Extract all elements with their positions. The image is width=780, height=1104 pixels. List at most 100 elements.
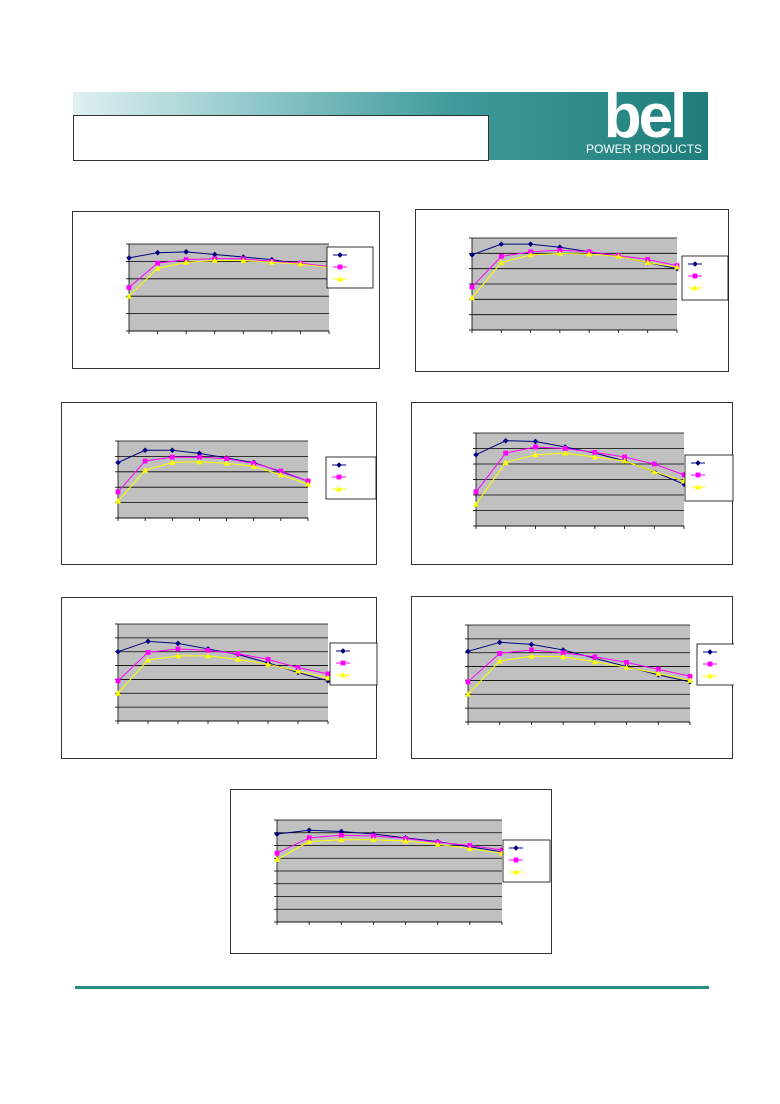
series-2-point: [325, 671, 331, 677]
series-2-point: [592, 654, 598, 660]
legend-marker-2: [336, 474, 342, 480]
legend-marker-3: [340, 672, 346, 678]
series-3-point: [268, 259, 275, 265]
series-3-point: [527, 251, 534, 258]
series-3-point: [498, 259, 505, 265]
series-1-point: [175, 640, 181, 647]
series-3-point: [560, 653, 567, 660]
series-3-point: [615, 253, 622, 259]
chart-svg: [115, 440, 377, 521]
series-2-point: [235, 651, 241, 657]
series-1-point: [502, 437, 509, 444]
series-3-point: [295, 668, 301, 674]
series-3-point: [196, 458, 203, 465]
legend-marker-3: [707, 673, 713, 679]
series-2-point: [205, 647, 211, 653]
series-2-point: [503, 450, 509, 456]
series-3-point: [338, 836, 345, 843]
legend-marker-2: [707, 661, 713, 667]
series-3-point: [145, 657, 151, 663]
chart-5: [61, 597, 378, 759]
legend-marker-3: [695, 484, 701, 490]
series-2-point: [278, 468, 284, 474]
series-1-point: [469, 252, 475, 258]
series-2-point: [175, 646, 181, 652]
series-3-point: [142, 467, 149, 473]
chart-6: [411, 596, 734, 759]
legend-marker-2: [513, 857, 519, 863]
chart-7: [230, 789, 552, 954]
logo-subtitle: POWER PRODUCTS: [585, 142, 702, 156]
series-3-point: [211, 257, 218, 263]
series-2-point: [169, 454, 175, 460]
series-2-point: [622, 454, 627, 460]
series-3-line: [467, 655, 691, 695]
legend-marker-2: [337, 264, 343, 270]
legend: [681, 255, 729, 301]
series-2-point: [115, 678, 121, 684]
chart-svg: [115, 623, 378, 724]
series-3-point: [240, 257, 247, 263]
series-3-point: [169, 459, 176, 465]
series-2-point: [681, 472, 687, 478]
chart-svg: [465, 624, 734, 725]
series-2-line: [276, 834, 503, 854]
series-3-point: [465, 691, 471, 697]
series-3-line: [276, 839, 503, 860]
series-3-point: [402, 838, 409, 844]
logo-wordmark: bel: [603, 82, 688, 151]
series-1-point: [115, 648, 121, 655]
series-3-point: [623, 664, 630, 670]
series-3-point: [297, 261, 304, 267]
series-3-point: [183, 259, 190, 265]
series-2-point: [126, 285, 132, 290]
series-2-point: [624, 660, 629, 665]
series-2-point: [142, 458, 148, 464]
plot-area: [118, 441, 308, 518]
series-3-point: [466, 845, 473, 852]
series-3-point: [175, 652, 181, 659]
series-3-point: [306, 838, 313, 845]
series-2-point: [687, 673, 693, 679]
chart-svg: [469, 237, 729, 333]
series-3-line: [117, 655, 329, 694]
legend-marker-3: [336, 486, 342, 492]
series-2-point: [529, 647, 534, 653]
series-2-point: [497, 651, 503, 656]
legend: [502, 839, 551, 883]
series-2-point: [645, 257, 651, 262]
chart-2: [415, 209, 729, 372]
series-1-line: [276, 829, 503, 853]
series-3-point: [496, 658, 503, 664]
series-3-point: [674, 264, 680, 270]
legend: [684, 454, 734, 502]
legend-marker-1: [337, 252, 343, 258]
series-1-point: [306, 827, 312, 833]
series-1-point: [145, 638, 151, 645]
series-2-point: [224, 456, 229, 462]
series-1-point: [496, 639, 503, 646]
series-3-point: [591, 454, 598, 460]
series-2-point: [557, 247, 563, 253]
series-3-point: [469, 294, 475, 301]
chart-svg: [126, 243, 374, 334]
series-2-line: [117, 456, 309, 493]
series-1-point: [115, 459, 121, 466]
series-3-point: [556, 250, 563, 256]
series-3-point: [532, 451, 539, 458]
legend-marker-1: [336, 462, 342, 468]
series-2-line: [467, 649, 691, 683]
series-3-point: [562, 450, 569, 456]
series-2-point: [155, 260, 160, 266]
series-1-point: [557, 244, 563, 250]
series-2-point: [499, 847, 505, 853]
series-3-point: [223, 460, 230, 466]
series-3-point: [235, 656, 241, 662]
series-3-point: [325, 675, 331, 681]
series-1-point: [126, 255, 132, 261]
series-2-point: [371, 833, 376, 839]
series-3-point: [651, 468, 658, 475]
series-3-point: [154, 265, 161, 271]
series-2-line: [117, 648, 329, 682]
series-3-point: [115, 690, 121, 696]
